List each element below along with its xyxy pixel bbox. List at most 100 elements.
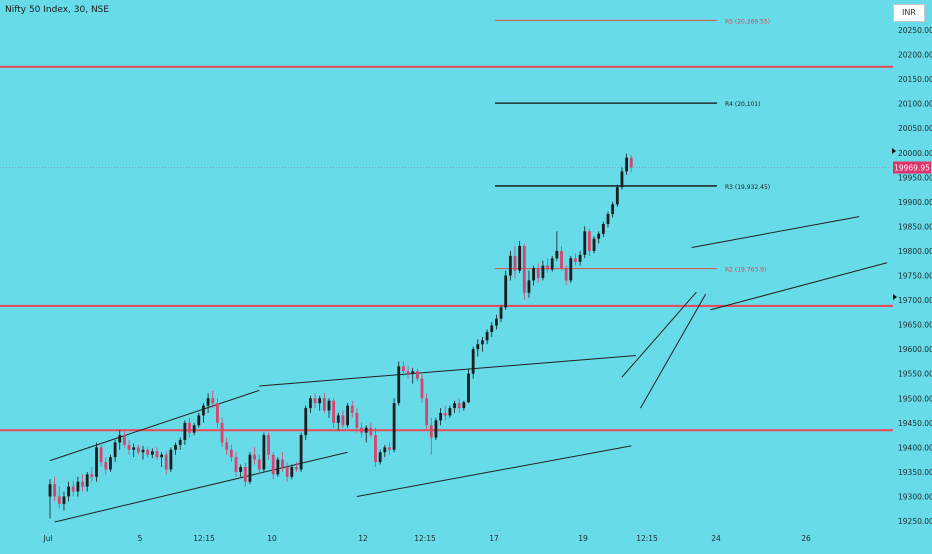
candle-body-39 — [229, 449, 233, 458]
y-tick-label-14: 19950.00 — [898, 173, 932, 182]
candle-body-29 — [183, 422, 187, 440]
candle-body-68 — [364, 427, 368, 433]
candle-body-66 — [355, 412, 359, 428]
candle-body-114 — [578, 254, 582, 262]
candle-body-21 — [146, 449, 150, 455]
candle-body-105 — [536, 268, 540, 278]
candle-body-64 — [346, 405, 349, 426]
trendline-6 — [691, 216, 860, 249]
candle-body-107 — [546, 265, 549, 270]
candle-body-110 — [560, 250, 563, 269]
candle-body-55 — [304, 408, 308, 436]
candle-body-16 — [123, 435, 126, 445]
x-tick-label-0: Jul — [42, 534, 52, 543]
candle-body-33 — [202, 405, 205, 416]
candle-body-74 — [392, 403, 396, 450]
y-tick-label-12: 19850.00 — [898, 222, 932, 231]
candle-body-1 — [53, 484, 57, 497]
x-tick-label-1: 5 — [138, 534, 143, 543]
candle-body-113 — [574, 258, 577, 262]
trendline-7 — [710, 262, 888, 311]
candle-body-52 — [290, 466, 294, 477]
candle-body-0 — [48, 484, 52, 497]
candle-body-115 — [583, 231, 587, 255]
candle-body-125 — [629, 157, 633, 168]
y-tick-label-11: 19800.00 — [898, 247, 932, 256]
candle-body-46 — [262, 435, 266, 470]
candle-body-38 — [225, 442, 229, 450]
candle-body-96 — [495, 318, 498, 326]
candle-body-95 — [490, 325, 494, 332]
candle-body-14 — [113, 442, 117, 458]
candle-body-62 — [336, 415, 340, 423]
candle-body-9 — [90, 474, 94, 477]
candle-body-117 — [592, 238, 596, 251]
candle-body-45 — [257, 459, 261, 470]
candle-body-50 — [281, 459, 284, 467]
x-tick-label-7: 19 — [578, 534, 588, 543]
x-tick-label-6: 17 — [489, 534, 499, 543]
candle-body-87 — [453, 403, 456, 409]
candle-body-69 — [369, 427, 373, 436]
trendline-0 — [49, 389, 260, 462]
candle-body-4 — [67, 486, 70, 497]
candle-body-83 — [434, 420, 438, 438]
y-tick-label-9: 19700.00 — [898, 296, 932, 305]
currency-button[interactable]: INR — [893, 4, 925, 22]
candle-body-24 — [160, 454, 163, 458]
pivot-label-r4: R4 (20,101) — [725, 101, 761, 108]
candle-body-112 — [569, 258, 573, 281]
candle-body-26 — [169, 449, 173, 470]
candle-body-76 — [402, 366, 405, 372]
x-tick-label-4: 12 — [358, 534, 368, 543]
candle-body-17 — [127, 444, 131, 450]
candle-body-28 — [178, 439, 182, 445]
candle-body-100 — [513, 255, 517, 271]
y-tick-label-4: 19450.00 — [898, 419, 932, 428]
y-tick-label-18: 20150.00 — [898, 75, 932, 84]
candle-body-103 — [527, 280, 531, 293]
candle-body-90 — [467, 373, 470, 403]
y-tick-label-19: 20200.00 — [898, 51, 932, 60]
candle-body-106 — [541, 265, 545, 278]
candle-body-80 — [420, 378, 424, 399]
y-tick-label-13: 19900.00 — [898, 198, 932, 207]
candle-body-61 — [332, 400, 336, 423]
trendline-3 — [356, 445, 632, 497]
candle-body-99 — [508, 255, 512, 276]
y-tick-label-20: 20250.00 — [898, 26, 932, 35]
candle-body-91 — [471, 349, 475, 374]
candle-body-15 — [118, 435, 122, 443]
candle-body-116 — [588, 231, 591, 251]
candle-body-6 — [76, 481, 80, 492]
pivot-label-r5: R5 (20,269.55) — [725, 18, 770, 25]
candle-body-3 — [62, 496, 66, 504]
candle-body-8 — [85, 474, 89, 487]
candle-body-77 — [406, 371, 410, 374]
candle-body-94 — [485, 331, 489, 341]
candle-body-43 — [248, 454, 252, 482]
candle-body-121 — [611, 204, 615, 215]
candle-body-102 — [522, 246, 526, 293]
candle-body-7 — [81, 481, 84, 487]
x-tick-label-10: 26 — [801, 534, 811, 543]
trendline-5 — [640, 293, 707, 409]
candle-body-71 — [378, 452, 382, 463]
candle-body-20 — [141, 449, 145, 453]
candle-body-23 — [155, 451, 159, 458]
y-tick-label-15: 20000.00 — [898, 149, 932, 158]
candle-body-54 — [299, 435, 303, 470]
last-price-label: 19969.95 — [894, 164, 930, 173]
candle-body-82 — [429, 425, 433, 438]
candle-body-70 — [374, 435, 377, 463]
candle-body-111 — [564, 268, 568, 281]
y-tick-label-7: 19600.00 — [898, 345, 932, 354]
candle-body-31 — [192, 425, 196, 433]
candle-body-59 — [322, 398, 326, 411]
candle-body-36 — [216, 403, 219, 423]
candle-body-104 — [532, 268, 535, 281]
trendline-1 — [54, 451, 348, 523]
candle-body-93 — [481, 340, 484, 345]
